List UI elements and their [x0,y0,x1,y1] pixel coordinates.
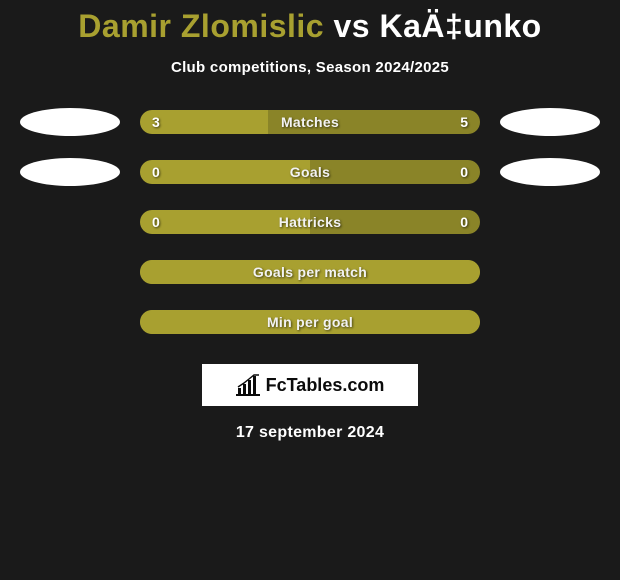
stat-row: 00Hattricks [0,208,620,236]
vs-text: vs [333,8,370,44]
stat-row: Min per goal [0,308,620,336]
player1-name: Damir Zlomislic [78,8,324,44]
bars-icon [236,374,260,396]
page-title: Damir Zlomislic vs KaÄ‡unko [78,8,541,45]
logo: FcTables.com [202,364,418,406]
stat-rows: 35Matches 00Goals 00Hattricks Goals per mat… [0,108,620,336]
stat-label: Min per goal [140,310,480,334]
player2-badge [500,108,600,136]
stat-label: Goals [140,160,480,184]
stat-bar: Min per goal [140,310,480,334]
comparison-infographic: Damir Zlomislic vs KaÄ‡unko Club competi… [0,0,620,580]
player1-badge [20,158,120,186]
stat-label: Goals per match [140,260,480,284]
player2-badge [500,158,600,186]
stat-label: Matches [140,110,480,134]
player2-name: KaÄ‡unko [379,8,541,44]
stat-row: Goals per match [0,258,620,286]
player1-badge [20,108,120,136]
stat-bar: Goals per match [140,260,480,284]
stat-bar: 00Hattricks [140,210,480,234]
date: 17 september 2024 [236,424,384,442]
stat-row: 00Goals [0,158,620,186]
stat-bar: 35Matches [140,110,480,134]
stat-label: Hattricks [140,210,480,234]
logo-text: FcTables.com [266,375,385,396]
stat-bar: 00Goals [140,160,480,184]
stat-row: 35Matches [0,108,620,136]
subtitle: Club competitions, Season 2024/2025 [171,59,449,76]
